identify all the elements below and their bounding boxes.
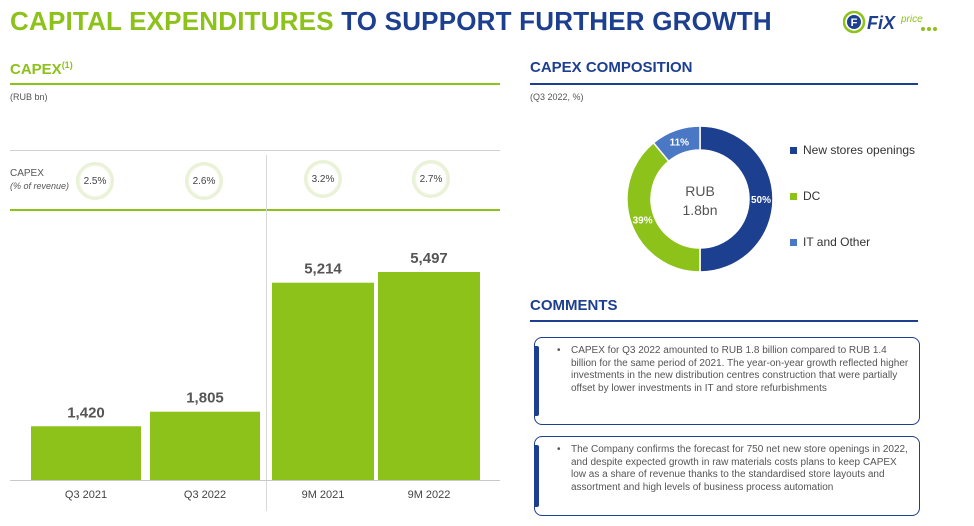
x-tick-label: Q3 2022 <box>184 489 226 501</box>
title-part-green: CAPITAL EXPENDITURES <box>10 6 334 36</box>
fix-price-logo: F FiX price <box>843 10 937 34</box>
donut-slice-label: 39% <box>633 216 653 227</box>
percent-row-label-main: CAPEX <box>10 168 44 179</box>
capex-unit-note: (RUB bn) <box>10 92 48 102</box>
capex-bar <box>272 282 374 480</box>
legend-label-dc: DC <box>803 189 821 203</box>
donut-slice <box>626 141 701 273</box>
bar-value-label: 1,805 <box>186 390 224 407</box>
legend-swatch-navy <box>790 146 797 154</box>
x-tick-label: 9M 2021 <box>302 489 345 501</box>
legend-item-dc: DC <box>790 189 820 203</box>
legend-swatch-green <box>790 192 797 200</box>
capex-title-footnote: (1) <box>61 60 73 70</box>
period-divider <box>266 155 267 511</box>
bar-value-label: 5,214 <box>304 261 342 278</box>
comment-bullet: • <box>557 345 561 356</box>
donut-slice <box>652 125 701 163</box>
logo-letter: F <box>851 17 858 29</box>
capex-bar <box>150 411 260 480</box>
comment-card-stripe <box>535 445 539 507</box>
capex-title-text: CAPEX <box>10 61 62 78</box>
legend-swatch-blue <box>790 238 797 246</box>
logo-price-text: price <box>900 14 923 25</box>
capex-bar <box>31 426 141 480</box>
percent-badge-q3-2022: 2.6% <box>185 162 223 200</box>
x-tick-label: 9M 2022 <box>408 489 451 501</box>
logo-fix-text: FiX <box>867 13 896 33</box>
composition-unit-note: (Q3 2022, %) <box>530 92 584 102</box>
comment-bullet: • <box>557 444 561 455</box>
percent-badge-q3-2021: 2.5% <box>76 162 114 200</box>
capex-section-title: CAPEX(1) <box>10 60 73 78</box>
percent-row-top-rule <box>10 150 500 151</box>
legend-label-new-stores: New stores openings <box>803 143 916 157</box>
comments-title-rule <box>530 320 918 322</box>
bar-value-label: 1,420 <box>67 404 105 421</box>
composition-section-title: CAPEX COMPOSITION <box>530 59 693 76</box>
percent-row-bottom-rule <box>10 209 500 211</box>
comment-text-2: The Company confirms the forecast for 75… <box>571 444 908 493</box>
comment-card-1: • CAPEX for Q3 2022 amounted to RUB 1.8 … <box>534 337 920 425</box>
capex-bar-chart: 1,420 Q3 2021 1,805 Q3 2022 5,214 9M 2021 5,49… <box>10 250 500 501</box>
legend-item-it-other: IT and Other <box>790 235 870 249</box>
donut-slice-label: 50% <box>751 195 771 206</box>
percent-badge-9m-2022: 2.7% <box>412 160 450 198</box>
percent-row-label-sub: (% of revenue) <box>10 181 70 191</box>
legend-item-new-stores: New stores openings <box>790 143 915 157</box>
comment-text-1: CAPEX for Q3 2022 amounted to RUB 1.8 bi… <box>571 345 909 394</box>
composition-title-rule <box>530 83 918 85</box>
percent-row-label: CAPEX (% of revenue) <box>10 168 69 193</box>
comment-card-2: • The Company confirms the forecast for … <box>534 436 920 516</box>
capex-composition-donut: 50% 39% 11% RUB 1.8bn <box>626 125 774 273</box>
bar-value-label: 5,497 <box>410 250 448 267</box>
donut-center-label-line1: RUB <box>685 183 715 199</box>
capex-bar <box>378 272 480 480</box>
comments-section-title: COMMENTS <box>530 297 618 314</box>
x-tick-label: Q3 2021 <box>65 489 107 501</box>
title-part-navy: TO SUPPORT FURTHER GROWTH <box>341 6 772 36</box>
donut-center-label-line2: 1.8bn <box>682 202 717 218</box>
capex-title-rule <box>10 83 500 85</box>
donut-slice-label: 11% <box>670 138 690 149</box>
donut-slice <box>699 125 774 273</box>
percent-badge-9m-2021: 3.2% <box>304 160 342 198</box>
comment-card-stripe <box>535 346 539 416</box>
page-title: CAPITAL EXPENDITURES TO SUPPORT FURTHER … <box>10 6 772 37</box>
legend-label-it-other: IT and Other <box>803 235 871 249</box>
